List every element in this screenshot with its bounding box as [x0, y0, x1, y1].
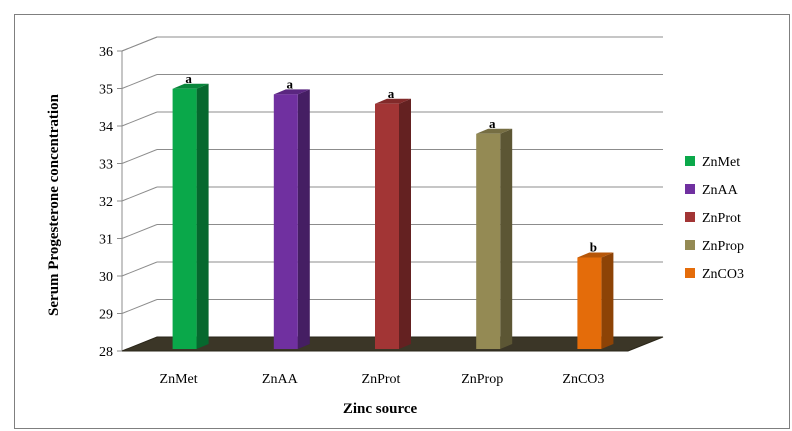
y-tick-label: 36 — [99, 45, 113, 60]
y-tick-label: 29 — [99, 308, 113, 323]
bar-front — [375, 103, 399, 349]
bar-significance-labels: a a a a b — [185, 71, 597, 255]
gridline-side — [121, 299, 158, 314]
y-tick-label: 31 — [99, 233, 113, 248]
legend: ZnMet ZnAA ZnProt ZnProp ZnCO3 — [685, 155, 744, 282]
bar-znprot — [375, 98, 411, 349]
bar-top — [172, 83, 209, 89]
gridline-side — [121, 186, 158, 202]
legend-entry: ZnProp — [702, 239, 744, 254]
y-tick-label: 32 — [99, 195, 113, 210]
legend-swatch — [685, 240, 695, 250]
bar-znprop — [476, 128, 513, 349]
legend-swatch — [685, 184, 695, 194]
x-tick-label: ZnProt — [362, 372, 401, 387]
bar-front — [273, 94, 298, 349]
y-axis-title: Serum Progesterone concentration — [46, 93, 62, 316]
x-tick-label: ZnAA — [262, 372, 299, 387]
x-axis-title: Zinc source — [343, 401, 418, 417]
bar-front — [172, 88, 197, 349]
legend-entry: ZnAA — [702, 183, 739, 198]
legend-entry: ZnMet — [702, 155, 740, 170]
bar-side — [601, 252, 614, 349]
gridline-side — [121, 224, 158, 239]
y-tick-label: 34 — [99, 120, 113, 135]
bar-side — [297, 89, 310, 349]
bar-top — [577, 252, 614, 258]
gridline-side — [121, 36, 158, 52]
gridline-side — [121, 149, 158, 164]
bar-side — [196, 83, 209, 349]
x-tick-label: ZnProp — [461, 372, 503, 387]
legend-swatch — [685, 156, 695, 166]
legend-swatch — [685, 212, 695, 222]
legend-entry: ZnProt — [702, 211, 741, 226]
bars — [172, 83, 614, 349]
gridline-side — [121, 74, 158, 89]
gridline-side — [121, 111, 158, 127]
legend-entry: ZnCO3 — [702, 267, 744, 282]
bar-top — [476, 128, 513, 134]
y-axis-ticks: 28 29 30 31 32 33 34 35 36 — [99, 45, 122, 360]
x-tick-label: ZnMet — [160, 372, 198, 387]
bar-front — [577, 257, 602, 349]
bar-znco3 — [577, 252, 614, 349]
x-axis-ticks: ZnMet ZnAA ZnProt ZnProp ZnCO3 — [160, 372, 605, 387]
bar-label: a — [185, 71, 192, 86]
bar-znmet — [172, 83, 209, 349]
bar-side — [500, 128, 513, 349]
y-tick-label: 28 — [99, 345, 113, 360]
bar-side — [399, 98, 411, 349]
bar-label: a — [388, 86, 395, 101]
gridline-side — [121, 261, 158, 277]
bar-label: a — [489, 116, 496, 131]
y-tick-label: 30 — [99, 270, 113, 285]
y-tick-label: 33 — [99, 158, 113, 173]
y-tick-label: 35 — [99, 83, 113, 98]
bar-top — [375, 98, 411, 104]
bar-label: a — [287, 76, 294, 91]
x-tick-label: ZnCO3 — [562, 372, 604, 387]
bar-front — [476, 133, 501, 349]
bar-znaa — [273, 89, 310, 349]
bar-top — [273, 89, 310, 95]
legend-swatch — [685, 268, 695, 278]
bar-label: b — [590, 240, 597, 255]
